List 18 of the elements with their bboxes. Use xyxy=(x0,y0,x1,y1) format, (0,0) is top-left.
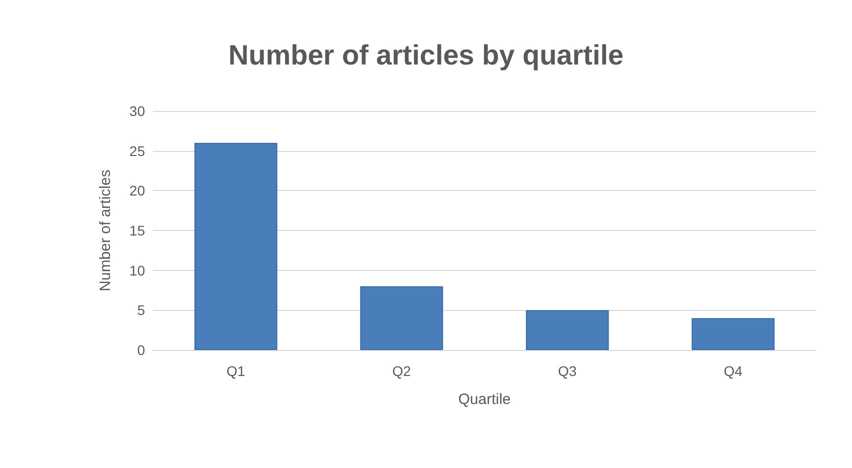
y-tick-label: 20 xyxy=(129,182,146,199)
y-tick-label: 15 xyxy=(129,222,146,238)
x-tick-label: Q4 xyxy=(724,363,743,379)
bar xyxy=(194,142,278,350)
y-tick-label: 0 xyxy=(137,342,146,358)
y-tick-label: 5 xyxy=(137,302,146,318)
x-tick-label: Q1 xyxy=(226,363,246,379)
x-tick-label: Q3 xyxy=(558,363,577,379)
y-axis-title: Number of articles xyxy=(97,170,114,292)
y-tick-label: 10 xyxy=(129,262,146,278)
bar xyxy=(692,318,775,350)
y-tick-label: 25 xyxy=(129,142,146,159)
x-axis-title: Quartile xyxy=(458,391,511,408)
chart-title: Number of articles by quartile xyxy=(228,40,624,70)
y-tick-label: 30 xyxy=(129,103,146,119)
x-tick-label: Q2 xyxy=(392,363,412,379)
bar xyxy=(360,286,444,350)
bar xyxy=(526,310,609,350)
